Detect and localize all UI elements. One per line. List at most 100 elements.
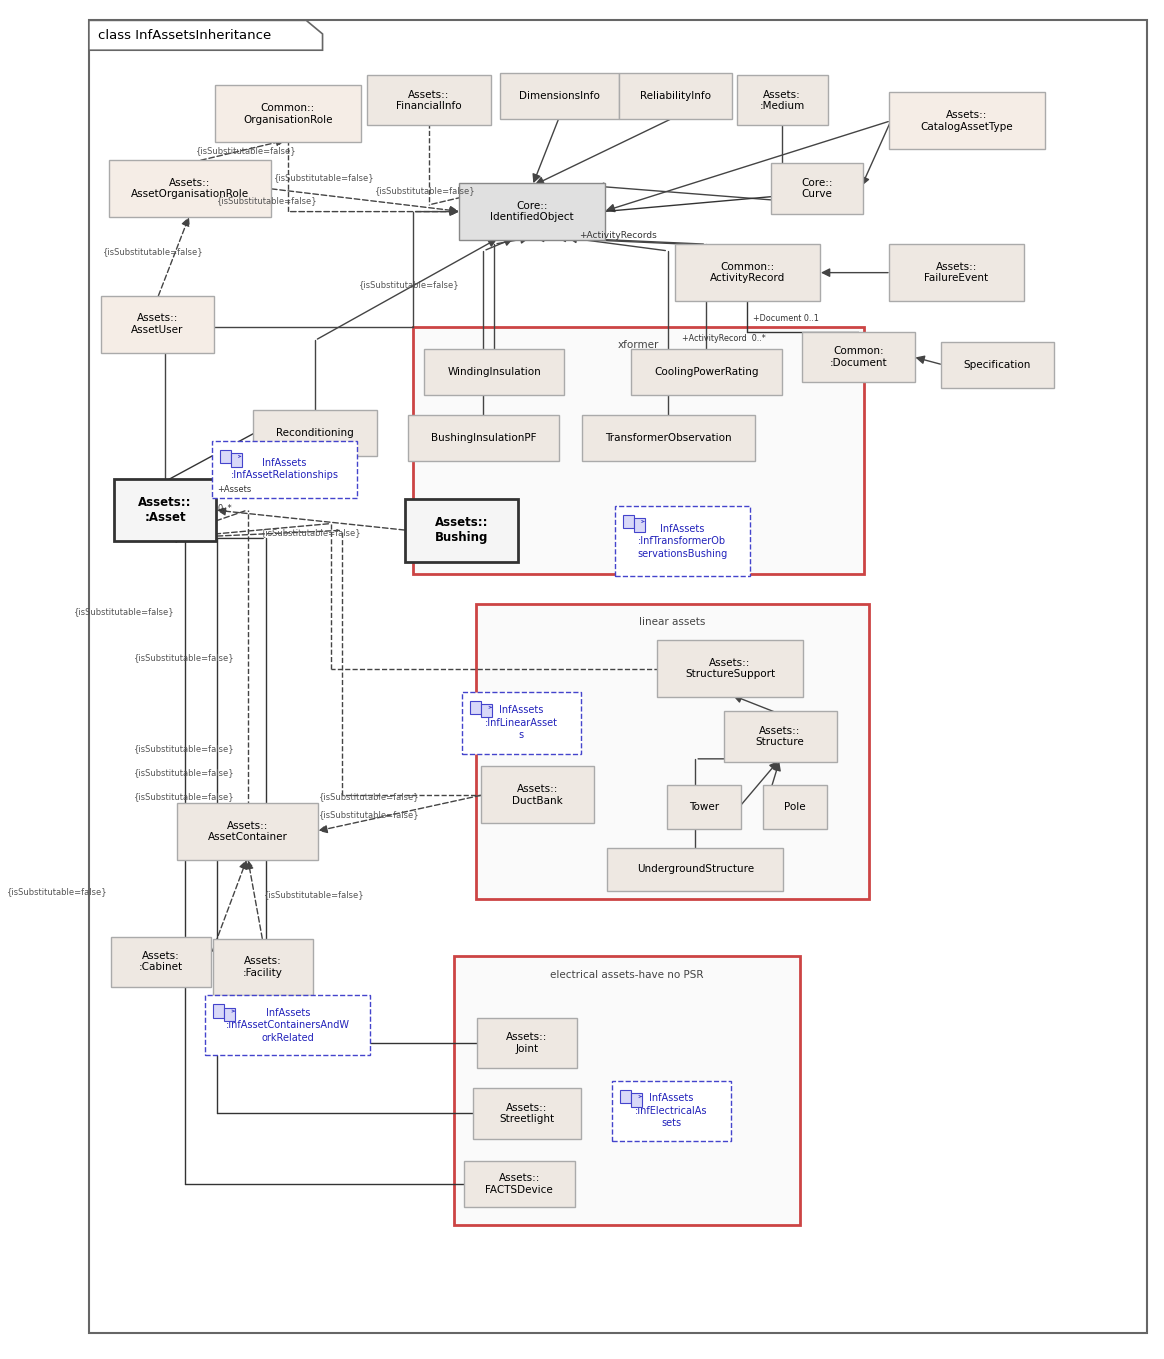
Text: +ActivityRecord  0..*: +ActivityRecord 0..*: [682, 334, 766, 344]
Text: {isSubstitutable=false}: {isSubstitutable=false}: [375, 186, 475, 196]
FancyBboxPatch shape: [101, 296, 214, 352]
FancyBboxPatch shape: [724, 711, 837, 761]
Bar: [230, 453, 242, 466]
Bar: [620, 1090, 631, 1104]
FancyBboxPatch shape: [114, 478, 217, 541]
FancyBboxPatch shape: [405, 499, 518, 561]
Text: Assets::
StructureSupport: Assets:: StructureSupport: [686, 658, 775, 680]
Text: {isSubstitutable=false}: {isSubstitutable=false}: [134, 768, 234, 777]
FancyBboxPatch shape: [772, 163, 863, 213]
Text: Assets::
FinancialInfo: Assets:: FinancialInfo: [396, 90, 462, 111]
FancyBboxPatch shape: [481, 766, 595, 824]
Text: InfAssets
:InfLinearAsset
s: InfAssets :InfLinearAsset s: [485, 705, 558, 741]
Text: Assets::
Streetlight: Assets:: Streetlight: [499, 1102, 554, 1124]
Bar: [225, 1008, 235, 1021]
Text: {isSubstitutable=false}: {isSubstitutable=false}: [134, 792, 234, 802]
Text: 0..*: 0..*: [218, 504, 232, 512]
FancyBboxPatch shape: [612, 1080, 731, 1140]
Text: ReliabilityInfo: ReliabilityInfo: [640, 91, 711, 102]
Text: InfAssets
:InfAssetRelationships: InfAssets :InfAssetRelationships: [230, 458, 339, 481]
FancyBboxPatch shape: [205, 996, 370, 1055]
Text: InfAssets
:InfTransformerOb
servationsBushing: InfAssets :InfTransformerOb servationsBu…: [637, 523, 728, 559]
FancyBboxPatch shape: [253, 409, 377, 455]
FancyBboxPatch shape: [667, 786, 741, 829]
FancyBboxPatch shape: [109, 160, 271, 217]
FancyBboxPatch shape: [619, 73, 732, 120]
FancyBboxPatch shape: [111, 936, 211, 987]
Text: Assets::
AssetUser: Assets:: AssetUser: [132, 314, 184, 334]
Text: Pole: Pole: [785, 802, 807, 811]
Text: Common::
ActivityRecord: Common:: ActivityRecord: [710, 262, 785, 284]
Text: {isSubstitutable=false}: {isSubstitutable=false}: [261, 529, 361, 537]
FancyBboxPatch shape: [675, 245, 821, 302]
Bar: [470, 700, 481, 713]
Text: {isSubstitutable=false}: {isSubstitutable=false}: [134, 652, 234, 662]
FancyBboxPatch shape: [462, 692, 581, 754]
Text: {isSubstitutable=false}: {isSubstitutable=false}: [359, 280, 459, 289]
Text: {isSubstitutable=false}: {isSubstitutable=false}: [264, 890, 364, 900]
FancyBboxPatch shape: [889, 92, 1045, 149]
Text: xformer: xformer: [618, 341, 659, 351]
FancyBboxPatch shape: [582, 414, 754, 461]
Text: {isSubstitutable=false}: {isSubstitutable=false}: [134, 743, 234, 753]
FancyBboxPatch shape: [802, 332, 915, 382]
Text: Assets::
Joint: Assets:: Joint: [506, 1033, 547, 1053]
Text: Common::
OrganisationRole: Common:: OrganisationRole: [243, 103, 333, 125]
FancyBboxPatch shape: [615, 506, 750, 576]
Bar: [634, 518, 645, 531]
Bar: [220, 450, 230, 463]
Bar: [481, 704, 492, 718]
Text: Tower: Tower: [689, 802, 719, 811]
FancyBboxPatch shape: [454, 957, 800, 1224]
FancyBboxPatch shape: [608, 848, 783, 892]
Text: +ActivityRecords: +ActivityRecords: [579, 231, 656, 241]
Text: {isSubstitutable=false}: {isSubstitutable=false}: [275, 173, 375, 182]
Text: Assets::
FACTSDevice: Assets:: FACTSDevice: [485, 1173, 553, 1195]
Text: +Assets: +Assets: [218, 485, 251, 493]
Text: {isSubstitutable=false}: {isSubstitutable=false}: [196, 145, 296, 155]
Text: Assets:
:Facility: Assets: :Facility: [243, 957, 283, 978]
Text: Specification: Specification: [964, 360, 1031, 370]
Text: {isSubstitutable=false}: {isSubstitutable=false}: [7, 887, 107, 897]
Text: Reconditioning: Reconditioning: [276, 428, 354, 438]
Text: InfAssets
:InfElectricalAs
sets: InfAssets :InfElectricalAs sets: [636, 1094, 708, 1128]
Text: Assets::
Structure: Assets:: Structure: [755, 726, 804, 747]
FancyBboxPatch shape: [367, 75, 491, 125]
FancyBboxPatch shape: [477, 1018, 577, 1068]
FancyBboxPatch shape: [407, 414, 559, 461]
FancyBboxPatch shape: [177, 803, 318, 860]
FancyBboxPatch shape: [737, 75, 828, 125]
Text: CoolingPowerRating: CoolingPowerRating: [654, 367, 759, 376]
Text: Common:
:Document: Common: :Document: [830, 347, 887, 367]
Text: Assets:
:Cabinet: Assets: :Cabinet: [139, 951, 183, 973]
Text: linear assets: linear assets: [639, 617, 705, 626]
Text: UndergroundStructure: UndergroundStructure: [637, 864, 754, 874]
Text: {isSubstitutable=false}: {isSubstitutable=false}: [104, 247, 204, 257]
FancyBboxPatch shape: [424, 348, 565, 394]
FancyBboxPatch shape: [631, 348, 782, 394]
Bar: [213, 1004, 225, 1018]
FancyBboxPatch shape: [501, 73, 619, 120]
Text: Assets::
DuctBank: Assets:: DuctBank: [512, 784, 563, 806]
FancyBboxPatch shape: [764, 786, 828, 829]
Text: DimensionsInfo: DimensionsInfo: [519, 91, 599, 102]
FancyBboxPatch shape: [460, 183, 605, 241]
Text: {isSubstitutable=false}: {isSubstitutable=false}: [319, 792, 419, 802]
FancyBboxPatch shape: [213, 939, 313, 996]
Text: WindingInsulation: WindingInsulation: [447, 367, 541, 376]
FancyBboxPatch shape: [463, 1161, 575, 1207]
Text: Assets::
Bushing: Assets:: Bushing: [435, 516, 489, 545]
Text: electrical assets-have no PSR: electrical assets-have no PSR: [551, 970, 703, 980]
Text: class InfAssetsInheritance: class InfAssetsInheritance: [98, 29, 271, 42]
FancyBboxPatch shape: [476, 603, 870, 900]
FancyBboxPatch shape: [658, 640, 803, 697]
Text: Assets::
CatalogAssetType: Assets:: CatalogAssetType: [921, 110, 1014, 132]
Text: {isSubstitutable=false}: {isSubstitutable=false}: [218, 196, 318, 205]
Text: Core::
IdentifiedObject: Core:: IdentifiedObject: [490, 201, 574, 223]
Text: Core::
Curve: Core:: Curve: [801, 178, 832, 200]
Text: {isSubstitutable=false}: {isSubstitutable=false}: [319, 810, 419, 819]
Text: Assets::
:Asset: Assets:: :Asset: [139, 496, 192, 525]
FancyBboxPatch shape: [889, 245, 1023, 302]
Text: Assets:
:Medium: Assets: :Medium: [760, 90, 804, 111]
Polygon shape: [88, 20, 322, 50]
